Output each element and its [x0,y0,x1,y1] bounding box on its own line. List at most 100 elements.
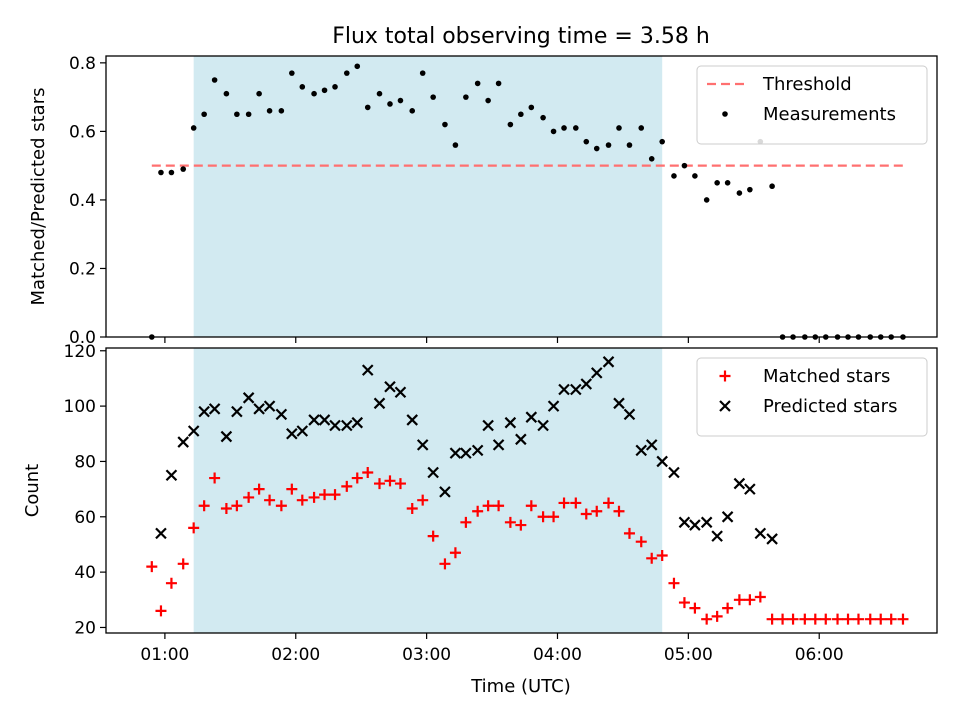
data-point [733,477,746,490]
data-point [351,416,364,429]
data-point [492,439,505,451]
data-point [275,408,288,421]
data-point [319,489,331,501]
data-point [744,594,756,606]
data-point [504,416,517,429]
data-point [689,519,701,531]
data-point [341,480,353,492]
data-point [208,403,221,415]
data-point [580,508,592,520]
data-point [361,364,374,376]
data-point [897,613,909,625]
axes-frame [105,55,938,338]
data-point [188,522,200,534]
data-point [528,104,535,111]
data-point [515,433,527,446]
data-point [558,383,570,396]
data-point [308,414,320,426]
data-point [406,414,419,426]
data-point [635,536,647,548]
data-point [256,90,262,97]
data-point [580,378,593,390]
data-point [472,505,484,517]
data-point [864,613,876,625]
x-axis-label: Time (UTC) [470,676,571,697]
data-point [286,427,298,440]
data-point [275,500,287,512]
data-point [387,101,393,107]
data-point [198,500,210,512]
data-point [714,179,720,186]
legend-box [696,65,928,145]
data-point [722,602,734,614]
y-tick-label: 0.0 [69,328,96,348]
data-point [321,87,328,94]
data-point [635,444,648,457]
data-point [253,403,265,415]
data-point [573,125,579,131]
data-point [656,550,668,562]
x-tick-label: 01:00 [140,645,189,665]
data-point [678,516,691,529]
data-point [721,511,734,523]
data-point [223,90,230,97]
data-point [885,613,897,625]
legend: Matched stars Predicted stars [696,357,928,437]
data-point [245,111,252,118]
data-point [168,169,175,176]
data-point [374,478,386,490]
legend-marker [719,370,731,382]
bottom-panel: 20 40 60 80 100 120 01:00 02:00 03:00 04:00 05:00 0… [22,342,938,665]
data-point [373,397,386,410]
data-point [550,128,557,135]
legend-label: Matched stars [763,366,890,387]
data-point [406,502,418,514]
data-point [318,414,331,426]
data-point [343,70,350,76]
data-point [449,447,462,459]
data-point [190,125,197,131]
legend-label: Threshold [762,74,852,95]
data-point [296,494,308,506]
data-point [439,486,451,498]
data-point [397,97,404,104]
data-point [648,156,655,162]
data-point [419,70,426,76]
data-point [671,173,677,179]
data-point [711,610,723,622]
x-tick-label: 02:00 [271,645,320,665]
top-panel: 0.0 0.2 0.4 0.6 0.8 Matched/Predicted stars Th… [28,54,938,348]
data-point [146,561,158,573]
data-point [525,411,538,423]
data-point [201,111,207,118]
data-point [799,613,811,625]
data-point [547,400,560,412]
data-point [724,179,731,186]
data-point [747,186,753,193]
data-point [299,84,306,90]
data-point [570,383,582,396]
data-point [558,497,570,509]
data-point [703,197,710,203]
data-point [820,613,832,625]
data-point [537,419,549,432]
data-point [875,613,887,625]
data-point [623,527,635,539]
x-tick-label: 05:00 [664,645,713,665]
data-point [787,613,799,625]
data-point [678,597,690,609]
data-point [668,466,680,479]
data-point [605,142,612,148]
data-point [736,190,743,196]
observing-window-shade [193,348,663,633]
y-tick-label: 40 [74,563,96,583]
data-point [329,419,341,432]
x-tick-label: 03:00 [402,645,451,665]
data-point [689,602,701,614]
data-point [701,613,713,625]
data-point [278,108,285,114]
data-point [656,455,668,468]
data-point [155,605,167,617]
data-point [263,400,276,412]
data-point [626,142,633,148]
